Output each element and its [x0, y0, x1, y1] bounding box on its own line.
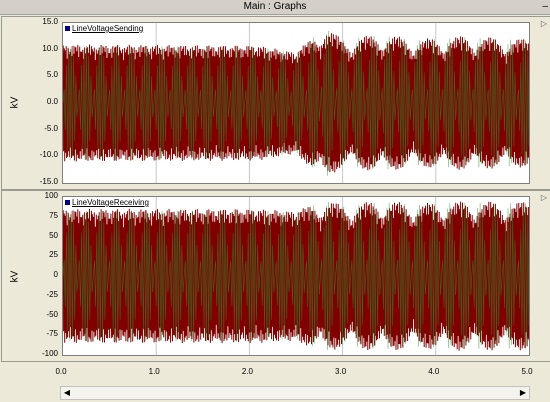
x-tick-label: 2.0 [241, 367, 253, 376]
legend-sending[interactable]: LineVoltageSending [65, 24, 143, 33]
y-tick-label: 100 [44, 191, 58, 200]
x-tick-label: 5.0 [521, 367, 533, 376]
minimize-icon[interactable]: – [542, 1, 548, 12]
legend-swatch-icon [65, 26, 70, 31]
x-tick-label: 4.0 [428, 367, 440, 376]
x-axis: 0.0 1.0 2.0 3.0 4.0 5.0 [0, 362, 550, 384]
graph-panel-receiving: kV 100 75 50 25 0 -25 -50 -75 -100 LineVoltageRe… [1, 190, 550, 362]
expand-arrow-icon[interactable]: ▷ [540, 19, 547, 28]
plot-area-sending[interactable]: LineVoltageSending [62, 22, 530, 184]
y-tick-label: 0 [53, 270, 58, 279]
waveform-svg-sending [63, 23, 529, 183]
y-tick-label: 15.0 [42, 17, 58, 26]
scroll-left-icon[interactable]: ◀ [63, 388, 71, 397]
window-title: Main : Graphs [243, 1, 307, 12]
legend-receiving[interactable]: LineVoltageReceiving [65, 198, 149, 207]
y-tick-label: -75 [46, 329, 58, 339]
y-tick-label: 0.0 [46, 97, 58, 106]
expand-arrow-icon[interactable]: ▷ [540, 193, 547, 202]
y-tick-label: 10.0 [42, 43, 58, 53]
y-tick-label: -10.0 [39, 150, 58, 160]
y-tick-label: 50 [49, 230, 58, 240]
y-tick-label: -15.0 [39, 177, 58, 186]
waveform-overlay-0 [63, 30, 529, 176]
y-tick-label: -50 [46, 309, 58, 319]
y-axis-label-sending: kV [9, 96, 21, 109]
scroll-right-icon[interactable]: ▶ [519, 388, 527, 397]
legend-label-sending: LineVoltageSending [72, 24, 144, 33]
waveform-svg-receiving [63, 197, 529, 355]
legend-label-receiving: LineVoltageReceiving [72, 198, 149, 207]
plot-area-receiving[interactable]: LineVoltageReceiving [62, 196, 530, 356]
y-tick-label: -5.0 [44, 123, 58, 133]
y-axis-label-receiving: kV [9, 270, 21, 283]
y-tick-label: 25 [49, 250, 58, 260]
y-tick-label: 5.0 [46, 70, 58, 80]
graph-panel-sending: kV 15.0 10.0 5.0 0.0 -5.0 -10.0 -15.0 LineVolt… [1, 16, 550, 190]
y-tick-label: 75 [49, 210, 58, 220]
legend-swatch-icon [65, 200, 70, 205]
window-titlebar: Main : Graphs – [0, 0, 550, 15]
y-tick-label: -25 [46, 289, 58, 299]
horizontal-scrollbar[interactable]: ◀ ▶ [60, 386, 530, 400]
x-tick-label: 3.0 [335, 367, 347, 376]
waveform-overlay-1 [63, 202, 529, 351]
x-tick-label: 0.0 [55, 367, 67, 376]
x-tick-label: 1.0 [148, 367, 160, 376]
y-tick-label: -100 [41, 349, 58, 358]
